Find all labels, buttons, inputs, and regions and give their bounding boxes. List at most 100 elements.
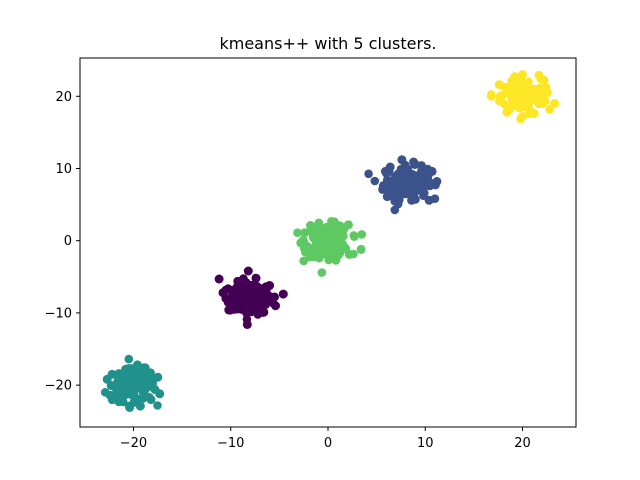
cluster-3-core-point [124,354,134,364]
y-tick-label: 0 [64,234,72,249]
cluster-4-point [308,232,318,242]
cluster-5-point [518,102,527,112]
x-tick-label: 0 [324,436,332,451]
cluster-3-point [140,363,150,373]
cluster-3-point [132,360,142,370]
y-axis-ticks: −20 −10 0 10 20 [45,90,80,394]
cluster-1-core-point [233,276,242,286]
cluster-2-point [432,177,442,186]
cluster-3-point [121,364,131,374]
x-tick-label: −10 [217,436,244,451]
cluster-1-point [260,294,270,303]
cluster-3-point [138,387,148,397]
cluster-5-point [518,91,527,101]
cluster-2-core-point [370,176,380,186]
cluster-2-point [407,195,417,205]
cluster-2-point [411,182,420,191]
cluster-1-point [255,301,265,311]
cluster-2-point [382,192,392,202]
cluster-series-2 [364,155,442,215]
cluster-2-point [425,178,435,188]
cluster-2-point [386,178,396,188]
y-tick-label: 10 [55,162,72,177]
cluster-4-point [323,236,333,246]
cluster-2-point [401,178,411,188]
cluster-series-4 [293,217,367,277]
cluster-5-point [518,80,527,90]
cluster-1-point [265,281,275,290]
cluster-2-point [401,189,411,199]
cluster-4-core-point [293,228,302,237]
cluster-5-point [518,70,527,80]
cluster-5-point [494,80,504,90]
cluster-4-point [300,228,310,238]
cluster-4-point [343,220,353,230]
cluster-4-point [323,247,333,256]
cluster-1-point [270,292,279,302]
cluster-3-point [153,372,163,382]
cluster-2-point [409,157,419,167]
cluster-5-point [507,76,517,86]
cluster-1-point [224,305,234,315]
cluster-5-point [545,104,555,114]
cluster-3-core-point [153,401,162,410]
cluster-1-point [236,297,245,307]
cluster-1-point [271,301,280,311]
cluster-4-point [301,247,311,257]
cluster-2-point [427,166,437,176]
cluster-2-point [397,155,407,165]
cluster-3-point [129,369,138,379]
cluster-1-point [245,283,255,293]
cluster-1-point [218,288,228,298]
cluster-4-point [356,244,366,254]
y-tick-label: −20 [45,379,72,394]
cluster-3-point [119,384,129,394]
cluster-2-point [411,171,420,181]
cluster-4-point [323,225,333,235]
cluster-4-point [338,239,348,249]
cluster-4-point [344,249,354,259]
cluster-2-point [378,181,388,191]
cluster-1-point [243,266,253,276]
y-tick-label: 20 [55,90,72,105]
cluster-series-3 [100,354,165,412]
cluster-series-1 [214,266,288,329]
cluster-5-point [486,91,496,101]
cluster-5-point [503,88,513,98]
cluster-3-point [119,373,129,383]
cluster-3-point [135,401,145,411]
cluster-1-point [245,294,255,303]
cluster-4-point [296,238,306,248]
cluster-3-point [129,391,138,401]
cluster-2-point [416,161,426,171]
cluster-5-point [534,70,544,80]
cluster-1-point [214,274,224,284]
cluster-1-point [259,307,269,317]
cluster-5-point [532,95,542,105]
cluster-4-point [327,217,337,227]
x-tick-label: −20 [120,436,147,451]
cluster-3-point [143,380,153,390]
cluster-1-point [245,304,255,314]
chart-title: kmeans++ with 5 clusters. [219,34,436,53]
y-tick-label: −10 [45,306,72,321]
cluster-3-point [146,395,156,405]
cluster-4-point [349,231,359,241]
cluster-3-point [150,385,160,394]
cluster-series-5 [486,70,560,124]
cluster-1-point [242,320,252,329]
cluster-2-point [401,167,411,177]
cluster-5-point [518,112,527,121]
cluster-1-point [236,286,245,296]
cluster-4-core-point [331,246,340,255]
x-tick-label: 20 [514,436,531,451]
cluster-4-point [331,255,341,265]
cluster-4-core-point [317,268,327,277]
cluster-2-point [424,195,434,205]
cluster-4-core-point [299,256,309,266]
cluster-1-point [251,273,261,283]
x-axis-ticks: −20 −10 0 10 20 [120,427,531,451]
cluster-5-point [541,83,551,93]
cluster-5-core-point [495,96,504,106]
